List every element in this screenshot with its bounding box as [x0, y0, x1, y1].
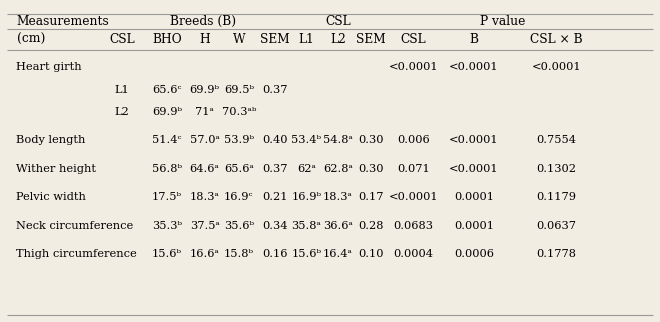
Text: 65.6ᵃ: 65.6ᵃ: [224, 164, 254, 174]
Text: CSL: CSL: [326, 15, 351, 28]
Text: 51.4ᶜ: 51.4ᶜ: [152, 135, 182, 145]
Text: L2: L2: [330, 33, 346, 46]
Text: SEM: SEM: [259, 33, 290, 46]
Text: 0.071: 0.071: [397, 164, 430, 174]
Text: 0.17: 0.17: [358, 192, 383, 203]
Text: 0.40: 0.40: [262, 135, 287, 145]
Text: 0.1778: 0.1778: [537, 249, 576, 260]
Text: 16.9ᶜ: 16.9ᶜ: [224, 192, 253, 203]
Text: Measurements: Measurements: [16, 15, 110, 28]
Text: W: W: [232, 33, 246, 46]
Text: 16.4ᵃ: 16.4ᵃ: [323, 249, 353, 260]
Text: 15.6ᵇ: 15.6ᵇ: [152, 249, 182, 260]
Text: 0.0637: 0.0637: [537, 221, 576, 231]
Text: 62ᵃ: 62ᵃ: [297, 164, 315, 174]
Text: CSL: CSL: [401, 33, 426, 46]
Text: P value: P value: [480, 15, 525, 28]
Text: H: H: [199, 33, 210, 46]
Text: 15.8ᵇ: 15.8ᵇ: [224, 249, 254, 260]
Text: 0.37: 0.37: [262, 84, 287, 95]
Text: <0.0001: <0.0001: [449, 164, 499, 174]
Text: 64.6ᵃ: 64.6ᵃ: [189, 164, 220, 174]
Text: 69.5ᵇ: 69.5ᵇ: [224, 84, 254, 95]
Text: 0.34: 0.34: [262, 221, 287, 231]
Text: 15.6ᵇ: 15.6ᵇ: [291, 249, 321, 260]
Text: 0.0006: 0.0006: [454, 249, 494, 260]
Text: <0.0001: <0.0001: [531, 62, 581, 72]
Text: CSL × B: CSL × B: [530, 33, 583, 46]
Text: Body length: Body length: [16, 135, 86, 145]
Text: 69.9ᵇ: 69.9ᵇ: [189, 84, 220, 95]
Text: 36.6ᵃ: 36.6ᵃ: [323, 221, 353, 231]
Text: 57.0ᵃ: 57.0ᵃ: [189, 135, 220, 145]
Text: 16.6ᵃ: 16.6ᵃ: [189, 249, 220, 260]
Text: Heart girth: Heart girth: [16, 62, 82, 72]
Text: <0.0001: <0.0001: [449, 62, 499, 72]
Text: 16.9ᵇ: 16.9ᵇ: [291, 192, 321, 203]
Text: 18.3ᵃ: 18.3ᵃ: [323, 192, 353, 203]
Text: 35.6ᵇ: 35.6ᵇ: [224, 221, 254, 231]
Text: (cm): (cm): [16, 33, 45, 46]
Text: 17.5ᵇ: 17.5ᵇ: [152, 192, 182, 203]
Text: 0.0001: 0.0001: [454, 221, 494, 231]
Text: 56.8ᵇ: 56.8ᵇ: [152, 164, 182, 174]
Text: 0.1179: 0.1179: [537, 192, 576, 203]
Text: Wither height: Wither height: [16, 164, 96, 174]
Text: L1: L1: [115, 84, 129, 95]
Text: 71ᵃ: 71ᵃ: [195, 107, 214, 117]
Text: 65.6ᶜ: 65.6ᶜ: [152, 84, 182, 95]
Text: 18.3ᵃ: 18.3ᵃ: [189, 192, 220, 203]
Text: 37.5ᵃ: 37.5ᵃ: [189, 221, 220, 231]
Text: 0.37: 0.37: [262, 164, 287, 174]
Text: 0.21: 0.21: [262, 192, 287, 203]
Text: <0.0001: <0.0001: [388, 62, 438, 72]
Text: 0.1302: 0.1302: [537, 164, 576, 174]
Text: SEM: SEM: [356, 33, 386, 46]
Text: <0.0001: <0.0001: [388, 192, 438, 203]
Text: BHO: BHO: [152, 33, 182, 46]
Text: 35.8ᵃ: 35.8ᵃ: [291, 221, 321, 231]
Text: Breeds (B): Breeds (B): [170, 15, 236, 28]
Text: L1: L1: [298, 33, 314, 46]
Text: 0.0683: 0.0683: [393, 221, 433, 231]
Text: 0.0004: 0.0004: [393, 249, 433, 260]
Text: 0.10: 0.10: [358, 249, 383, 260]
Text: 54.8ᵃ: 54.8ᵃ: [323, 135, 353, 145]
Text: 35.3ᵇ: 35.3ᵇ: [152, 221, 182, 231]
Text: 0.006: 0.006: [397, 135, 430, 145]
Text: 0.0001: 0.0001: [454, 192, 494, 203]
Text: 53.4ᵇ: 53.4ᵇ: [291, 135, 321, 145]
Text: 62.8ᵃ: 62.8ᵃ: [323, 164, 353, 174]
Text: 53.9ᵇ: 53.9ᵇ: [224, 135, 254, 145]
Text: Neck circumference: Neck circumference: [16, 221, 134, 231]
Text: L2: L2: [115, 107, 129, 117]
Text: Pelvic width: Pelvic width: [16, 192, 86, 203]
Text: 69.9ᵇ: 69.9ᵇ: [152, 107, 182, 117]
Text: 0.28: 0.28: [358, 221, 383, 231]
Text: 0.30: 0.30: [358, 164, 383, 174]
Text: 70.3ᵃᵇ: 70.3ᵃᵇ: [222, 107, 256, 117]
Text: B: B: [469, 33, 478, 46]
Text: 0.7554: 0.7554: [537, 135, 576, 145]
Text: Thigh circumference: Thigh circumference: [16, 249, 137, 260]
Text: 0.30: 0.30: [358, 135, 383, 145]
Text: CSL: CSL: [110, 33, 135, 46]
Text: <0.0001: <0.0001: [449, 135, 499, 145]
Text: 0.16: 0.16: [262, 249, 287, 260]
